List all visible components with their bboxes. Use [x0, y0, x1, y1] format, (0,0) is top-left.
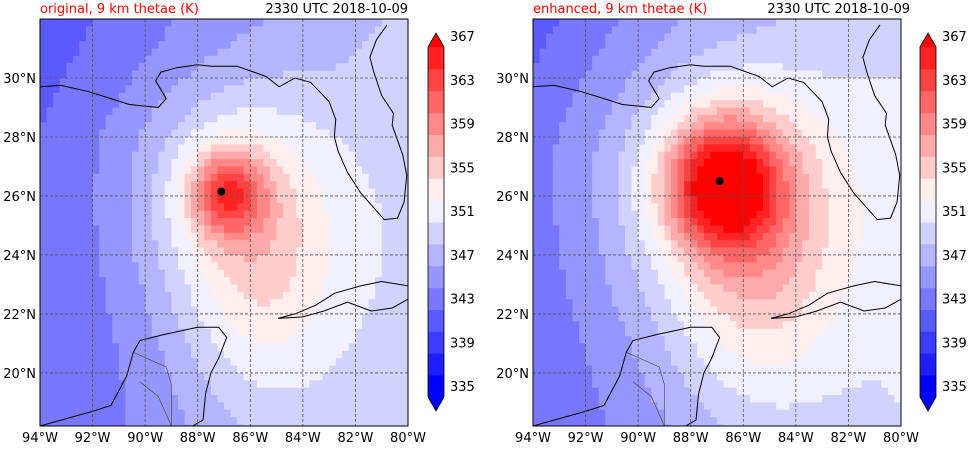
lat-tick-label: 26°N	[496, 190, 529, 205]
panel-enhanced: enhanced, 9 km thetae (K) 2330 UTC 2018-…	[494, 0, 972, 449]
lat-tick-label: 30°N	[3, 72, 36, 87]
lat-tick-label: 24°N	[496, 249, 529, 264]
lat-tick-label: 30°N	[496, 72, 529, 87]
lon-tick-label: 94°W	[22, 431, 58, 446]
lat-tick-label: 22°N	[3, 308, 36, 323]
colorbar-tick-label: 355	[450, 161, 475, 176]
lon-tick-label: 92°W	[568, 431, 604, 446]
lon-tick-label: 90°W	[127, 431, 163, 446]
lon-tick-label: 86°W	[232, 431, 268, 446]
lat-tick-label: 28°N	[3, 131, 36, 146]
lat-tick-label: 22°N	[496, 308, 529, 323]
gridlines	[533, 19, 901, 426]
colorbar-tick-label: 359	[942, 118, 967, 133]
colorbar-tick-label: 367	[942, 30, 967, 45]
lon-tick-label: 88°W	[180, 431, 216, 446]
lon-tick-label: 94°W	[515, 431, 551, 446]
colorbar-tick-label: 339	[942, 336, 967, 351]
map-original: 94°W 92°W 90°W 88°W 86°W 84°W 82°W 80°W 20°N 22°N…	[3, 18, 475, 446]
lat-tick-label: 24°N	[3, 249, 36, 264]
panel-title-left: original, 9 km thetae (K)	[40, 2, 199, 17]
lat-tick-label: 20°N	[3, 367, 36, 382]
colorbar-tick-label: 335	[450, 380, 475, 395]
colorbar-tick-label: 351	[450, 205, 475, 220]
colorbar-tick-label: 335	[942, 380, 967, 395]
panel-title-right: 2330 UTC 2018-10-09	[767, 2, 910, 17]
gridlines	[40, 19, 408, 426]
colorbar-tick-label: 359	[450, 118, 475, 133]
colorbar-tick-label: 347	[450, 249, 475, 264]
panel-title-right: 2330 UTC 2018-10-09	[265, 2, 408, 17]
lon-tick-label: 84°W	[778, 431, 814, 446]
lon-tick-label: 90°W	[620, 431, 656, 446]
lat-tick-label: 28°N	[496, 131, 529, 146]
colorbar-tick-label: 343	[942, 293, 967, 308]
map-enhanced: 94°W 92°W 90°W 88°W 86°W 84°W 82°W 80°W 20°N 22°N…	[496, 18, 967, 446]
lon-tick-label: 92°W	[75, 431, 111, 446]
colorbar-tick-label: 367	[450, 30, 475, 45]
colorbar-tick-label: 355	[942, 161, 967, 176]
colorbar: 335 339 343 347 351 355 359 363 367	[919, 30, 967, 412]
storm-center-marker	[715, 177, 724, 186]
map-frame	[39, 18, 409, 427]
colorbar-tick-label: 343	[450, 293, 475, 308]
panel-original: original, 9 km thetae (K) 2330 UTC 2018-…	[3, 2, 475, 446]
colorbar: 335 339 343 347 351 355 359 363 367	[427, 30, 475, 412]
colorbar-tick-label: 363	[942, 74, 967, 89]
lon-tick-label: 80°W	[390, 431, 426, 446]
map-frame	[532, 18, 902, 427]
colorbar-tick-label: 347	[942, 249, 967, 264]
thetae-field	[40, 19, 408, 426]
thetae-field	[533, 19, 901, 426]
lat-tick-label: 20°N	[496, 367, 529, 382]
lon-tick-label: 86°W	[725, 431, 761, 446]
colorbar-tick-label: 363	[450, 74, 475, 89]
lon-tick-label: 82°W	[337, 431, 373, 446]
storm-center-marker	[217, 187, 226, 196]
panel-title-left: enhanced, 9 km thetae (K)	[533, 2, 708, 17]
lon-tick-label: 84°W	[285, 431, 321, 446]
colorbar-tick-label: 351	[942, 205, 967, 220]
lon-tick-label: 80°W	[883, 431, 919, 446]
lon-tick-label: 88°W	[673, 431, 709, 446]
lon-tick-label: 82°W	[830, 431, 866, 446]
lat-tick-label: 26°N	[3, 190, 36, 205]
colorbar-tick-label: 339	[450, 336, 475, 351]
